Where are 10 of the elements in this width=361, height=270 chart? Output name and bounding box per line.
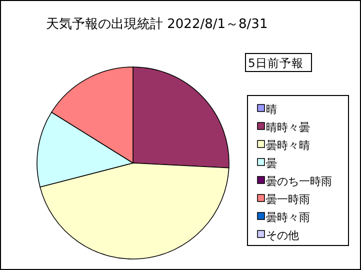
- legend-label: その他: [266, 229, 299, 242]
- legend-label: 曇: [266, 157, 277, 170]
- legend-label: 曇のち一時雨: [266, 175, 332, 188]
- legend-title: 5日前予報: [248, 56, 304, 70]
- chart-title: 天気予報の出現統計 2022/8/1～8/31: [46, 17, 268, 32]
- legend-label: 晴時々曇: [266, 121, 310, 134]
- legend-label: 曇時々雨: [266, 211, 310, 224]
- legend-label: 曇時々晴: [266, 139, 310, 152]
- legend-label: 晴: [266, 103, 277, 116]
- legend-label: 曇一時雨: [266, 193, 310, 206]
